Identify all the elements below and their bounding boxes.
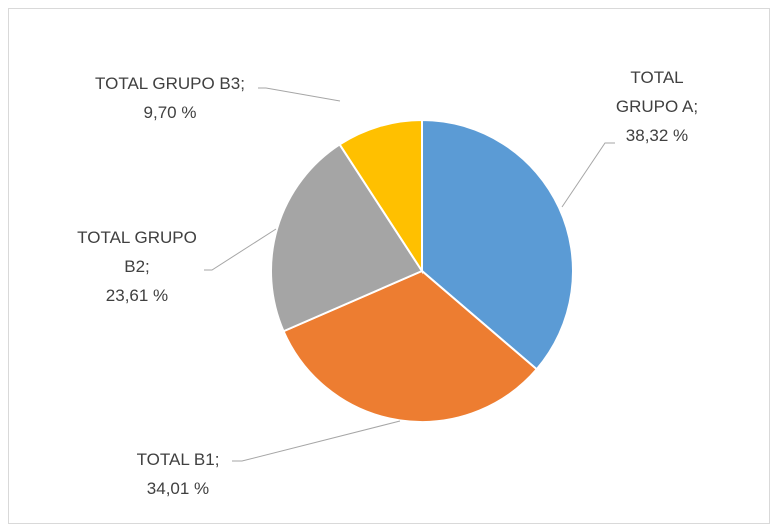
separator: ; [240, 74, 245, 93]
pie-slice [338, 118, 423, 275]
category-label: TOTAL GRUPO A [615, 68, 694, 116]
category-label: TOTAL GRUPO B2 [77, 228, 197, 276]
leader-lines [204, 87, 615, 462]
pie-slice [282, 269, 539, 423]
data-label: TOTAL GRUPO B2; 23,61 % [72, 223, 202, 310]
separator: ; [214, 450, 220, 469]
pie-slice [421, 118, 574, 371]
pie-slice [270, 143, 424, 333]
data-label: TOTAL GRUPO A; 38,32 % [600, 63, 714, 150]
value-label: 23,61 % [105, 286, 169, 305]
leader-line [204, 228, 277, 271]
data-label: TOTAL B1; 34,01 % [108, 445, 248, 503]
leader-line [232, 420, 401, 462]
separator: ; [693, 97, 699, 116]
category-label: TOTAL GRUPO B3 [95, 74, 241, 93]
value-label: 34,01 % [146, 479, 210, 498]
category-label: TOTAL B1 [136, 450, 215, 469]
value-label: 38,32 % [625, 126, 689, 145]
slices [270, 118, 574, 423]
leader-line [258, 87, 341, 102]
value-label: 9,70 % [143, 103, 197, 122]
separator: ; [145, 257, 150, 276]
leader-line [561, 142, 615, 208]
data-label: TOTAL GRUPO B3; 9,70 % [70, 69, 270, 127]
